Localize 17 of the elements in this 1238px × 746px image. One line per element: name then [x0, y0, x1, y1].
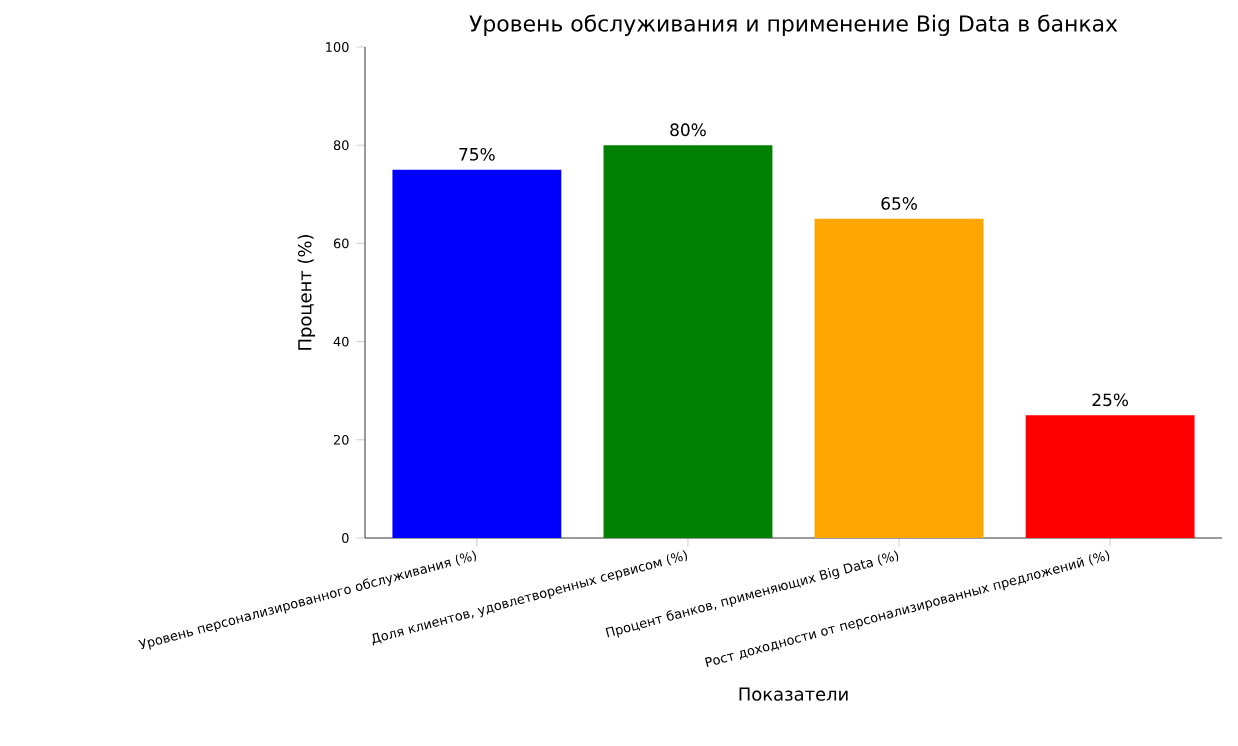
data-label: 75%	[459, 147, 495, 161]
y-tick-label: 60	[333, 238, 349, 249]
y-tick-label: 80	[333, 140, 349, 151]
y-tick-label: 40	[333, 336, 349, 347]
bar	[392, 169, 562, 538]
x-axis-title: Показатели	[739, 687, 848, 701]
data-label: 65%	[881, 197, 917, 210]
data-label: 25%	[1092, 393, 1129, 407]
y-tick-label: 100	[326, 42, 349, 52]
chart-title: Уровень обслуживания и применение Big Data в банках	[469, 14, 1118, 36]
bar	[814, 218, 984, 538]
y-axis-title: Процент (%)	[297, 235, 316, 350]
data-label: 80%	[670, 123, 706, 137]
y-tick-label: 0	[342, 533, 349, 543]
bar	[603, 145, 773, 538]
bar	[1025, 415, 1195, 538]
y-tick-label: 20	[333, 434, 349, 445]
